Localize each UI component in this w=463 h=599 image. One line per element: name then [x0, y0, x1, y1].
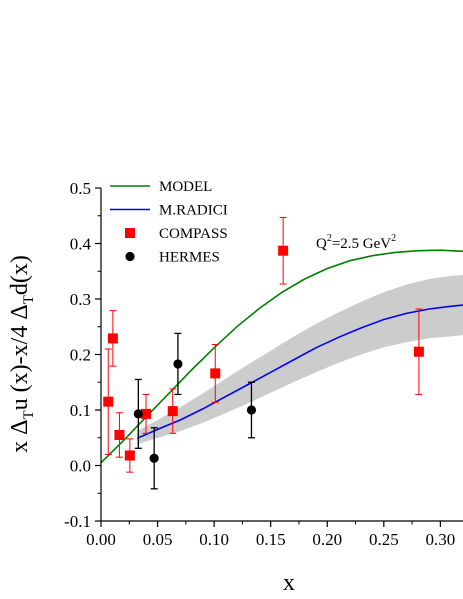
legend-square-swatch [125, 228, 135, 238]
curve-layer [100, 249, 463, 464]
y-tick-label: 0.2 [70, 346, 91, 365]
hermes-point [149, 453, 159, 463]
x-tick-label: 0.20 [312, 530, 342, 549]
compass-point [141, 408, 152, 419]
compass-point [167, 406, 178, 417]
legend-label: COMPASS [159, 226, 228, 242]
hermes-point [246, 405, 257, 415]
y-tick-label: 0.1 [70, 401, 91, 420]
legend-label: HERMES [159, 250, 220, 266]
compass-point [278, 245, 289, 256]
y-tick-label: 0.3 [70, 290, 91, 309]
radici-curve [136, 304, 463, 440]
x-tick-label: 0.15 [256, 530, 286, 549]
legend-label: MODEL [159, 179, 212, 195]
annotation-q-sup2: 2 [391, 233, 396, 244]
y-tick-label: 0.4 [70, 235, 92, 254]
annotation-q2: Q2=2.5 GeV2 [316, 233, 396, 252]
uncertainty-band-layer [137, 275, 463, 445]
x-tick-label: 0.00 [86, 530, 116, 549]
radici-uncertainty-band [137, 275, 463, 445]
compass-point [124, 450, 135, 461]
ticks-layer: 0.00 0.05 0.10 0.15 0.20 0.25 0.30 -0.1 0.0 0.1 0.… [64, 179, 455, 549]
compass-point [114, 429, 125, 440]
annotation-q-sup: 2 [327, 233, 332, 244]
x-tick-label: 0.10 [199, 530, 229, 549]
annotation-q-mid: =2.5 GeV [332, 236, 391, 252]
x-axis-title: x [283, 570, 295, 596]
y-tick-label: 0.0 [70, 457, 91, 476]
y-axis-title-part-c: d(x) [7, 255, 33, 295]
y-tick-label: -0.1 [64, 512, 91, 531]
y-tick-label: 0.5 [70, 179, 91, 198]
annotation-q-base: Q [316, 236, 327, 252]
hermes-point [173, 359, 183, 369]
hermes-point [133, 409, 143, 419]
y-axis-title-sub1: T [21, 410, 37, 419]
y-axis-title-part-a: x Δ [7, 419, 33, 452]
compass-point [103, 396, 114, 407]
legend: MODEL M.RADICI COMPASS HERMES [110, 179, 228, 266]
compass-point [413, 346, 424, 357]
compass-point [107, 333, 118, 344]
x-tick-label: 0.25 [369, 530, 399, 549]
legend-label: M.RADICI [159, 203, 228, 219]
model-curve [100, 249, 463, 464]
x-tick-label: 0.05 [143, 530, 173, 549]
y-axis-title: x ΔTu (x)-x/4 ΔTd(x) [7, 255, 37, 453]
y-axis-title-sub2: T [21, 295, 37, 304]
legend-circle-swatch [125, 251, 135, 262]
x-tick-label: 0.30 [426, 530, 456, 549]
compass-point [210, 368, 221, 379]
points-layer [103, 216, 424, 490]
y-axis-title-part-b: u (x)-x/4 Δ [7, 304, 33, 410]
